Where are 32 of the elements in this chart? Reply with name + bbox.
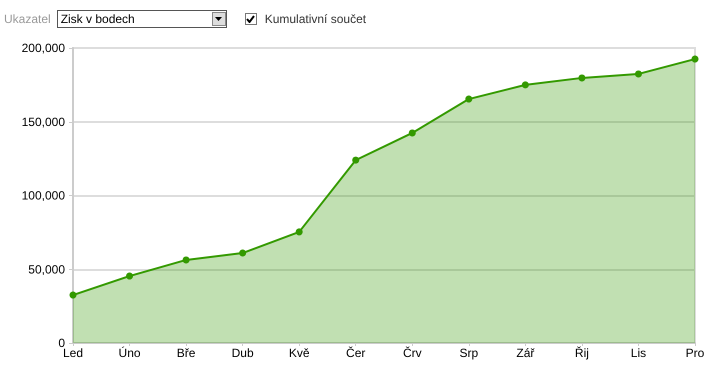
dropdown-field: Zisk v bodech — [56, 10, 227, 28]
x-tick-label: Črv — [402, 346, 422, 360]
x-tick-label: Dub — [232, 346, 254, 360]
x-tick-label: Zář — [516, 346, 536, 360]
text: Kumulativní součet — [264, 12, 366, 26]
x-tick-label: Lis — [630, 346, 646, 360]
y-tick-label: 150,000 — [22, 114, 66, 129]
point — [126, 272, 134, 280]
point — [352, 156, 360, 164]
text: Ukazatel — [4, 12, 51, 26]
point — [465, 96, 472, 103]
x-tick-label: Řij — [574, 346, 589, 360]
point — [692, 56, 698, 63]
x-tick-label: Srp — [459, 346, 478, 360]
point — [408, 129, 416, 136]
x-tick-label: Čer — [346, 346, 366, 360]
point — [70, 292, 76, 299]
point — [239, 250, 246, 257]
point — [578, 74, 586, 82]
y-tick-label: 0 — [58, 336, 66, 350]
y-tick-label: 200,000 — [22, 41, 66, 55]
y-tick-label: 100,000 — [22, 188, 66, 202]
point — [634, 70, 642, 78]
x-tick-label: Pro — [686, 346, 705, 360]
x-tick-label: Led — [62, 346, 84, 360]
x-tick-label: Kvě — [288, 346, 310, 360]
y-tick-label: 50,000 — [28, 262, 66, 276]
point — [522, 81, 529, 88]
point — [296, 228, 303, 236]
x-tick-label: Bře — [176, 346, 196, 360]
point — [182, 256, 190, 264]
x-tick-label: Úno — [118, 346, 141, 360]
